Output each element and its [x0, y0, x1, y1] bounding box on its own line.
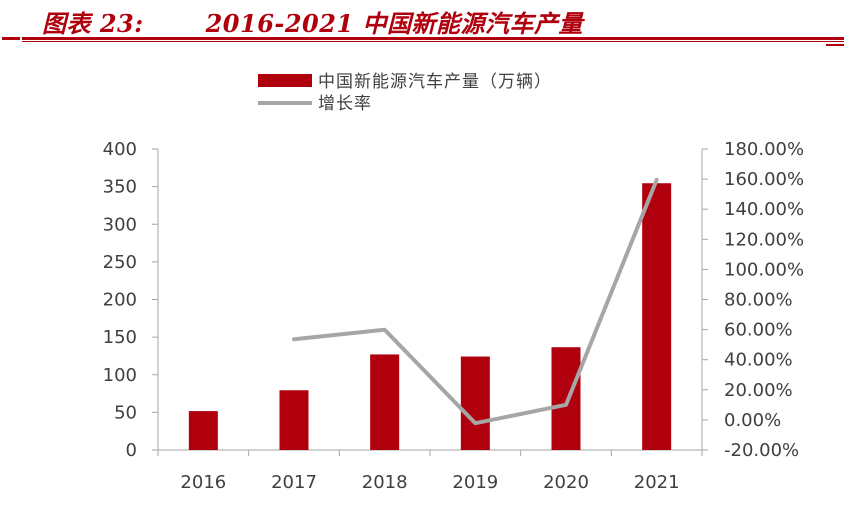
y-right-tick-label: 60.00% — [724, 320, 793, 341]
x-tick-label: 2018 — [362, 472, 408, 493]
y-right-tick-label: 0.00% — [724, 410, 781, 431]
legend-bar-swatch — [258, 74, 312, 87]
header-rule-left — [2, 37, 20, 40]
y-right-tick-label: 120.00% — [724, 229, 804, 250]
figure-header: 图表 23: 2016-2021 中国新能源汽车产量 — [0, 0, 858, 46]
legend-line-label: 增长率 — [318, 94, 372, 114]
bar-2021 — [642, 183, 672, 450]
bar-2017 — [279, 390, 309, 450]
x-tick-label: 2019 — [452, 472, 498, 493]
y-right-tick-label: -20.00% — [724, 440, 799, 461]
y-left-tick-label: 200 — [103, 290, 137, 311]
legend-bar-label: 中国新能源汽车产量（万辆） — [318, 72, 552, 92]
x-tick-label: 2021 — [634, 472, 680, 493]
y-right-tick-label: 80.00% — [724, 290, 793, 311]
bar-2020 — [551, 347, 581, 450]
header-rule-thick — [22, 37, 844, 40]
bar-2019 — [460, 356, 490, 450]
y-left-tick-label: 300 — [103, 214, 137, 235]
y-left-tick-label: 350 — [103, 177, 137, 198]
y-right-tick-label: 40.00% — [724, 350, 793, 371]
y-right-tick-label: 160.00% — [724, 169, 804, 190]
bar-2018 — [370, 354, 400, 450]
y-left-tick-label: 100 — [103, 365, 137, 386]
y-left-tick-label: 400 — [103, 139, 137, 160]
header-rule-right — [826, 44, 844, 46]
y-left-tick-label: 250 — [103, 252, 137, 273]
bar-2016 — [188, 411, 218, 450]
y-left-tick-label: 150 — [103, 327, 137, 348]
y-left-tick-label: 0 — [126, 440, 137, 461]
y-right-tick-label: 100.00% — [724, 259, 804, 280]
x-tick-label: 2016 — [180, 472, 226, 493]
x-tick-label: 2020 — [543, 472, 589, 493]
x-tick-label: 2017 — [271, 472, 317, 493]
header-rule-thin — [22, 41, 844, 42]
y-left-tick-label: 50 — [114, 402, 137, 423]
figure-title: 图表 23: 2016-2021 中国新能源汽车产量 — [42, 9, 584, 38]
y-right-tick-label: 180.00% — [724, 139, 804, 160]
y-right-tick-label: 20.00% — [724, 380, 793, 401]
y-right-tick-label: 140.00% — [724, 199, 804, 220]
